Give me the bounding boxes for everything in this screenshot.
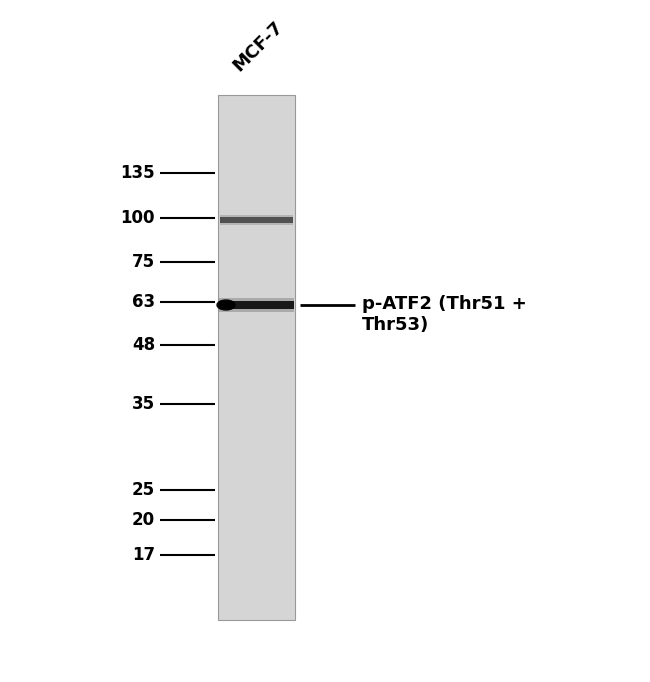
Text: 20: 20 — [132, 511, 155, 529]
Text: MCF-7: MCF-7 — [229, 18, 287, 75]
Text: 100: 100 — [120, 209, 155, 227]
Bar — [220, 215, 293, 225]
Bar — [219, 298, 294, 312]
Text: 35: 35 — [132, 395, 155, 413]
Text: 17: 17 — [132, 546, 155, 564]
Bar — [219, 301, 294, 309]
Text: 135: 135 — [120, 164, 155, 182]
Text: 75: 75 — [132, 253, 155, 271]
Text: 63: 63 — [132, 293, 155, 311]
Bar — [220, 217, 293, 223]
Text: p-ATF2 (Thr51 +
Thr53): p-ATF2 (Thr51 + Thr53) — [362, 295, 526, 333]
Ellipse shape — [217, 300, 235, 310]
Bar — [218, 95, 295, 620]
Text: 25: 25 — [132, 481, 155, 499]
Text: 48: 48 — [132, 336, 155, 354]
